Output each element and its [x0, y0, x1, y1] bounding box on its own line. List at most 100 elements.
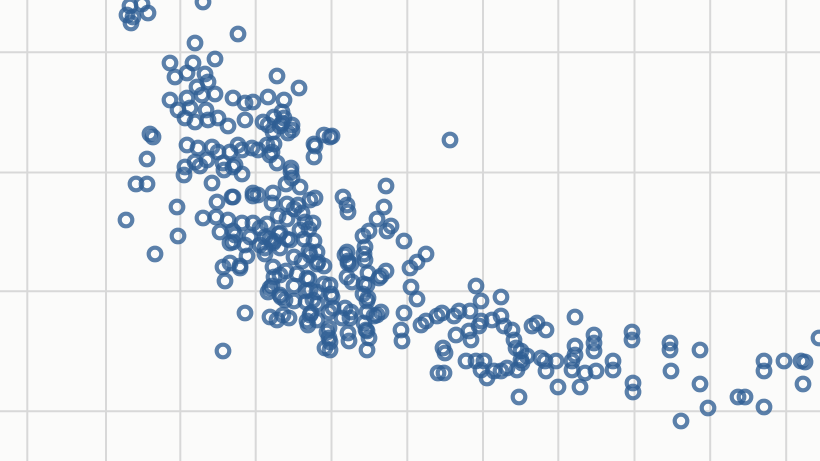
- data-point: [209, 109, 227, 127]
- data-point: [117, 211, 135, 229]
- data-point: [199, 111, 217, 129]
- data-point: [563, 352, 581, 370]
- data-point: [340, 332, 358, 350]
- data-point: [161, 54, 179, 72]
- data-point: [169, 227, 187, 245]
- data-point: [662, 362, 680, 380]
- data-point: [221, 143, 239, 161]
- data-point: [216, 272, 234, 290]
- data-point: [355, 314, 373, 332]
- data-point: [492, 288, 510, 306]
- data-point: [321, 333, 339, 351]
- data-point: [269, 207, 287, 225]
- data-point: [320, 303, 338, 321]
- data-point: [571, 378, 589, 396]
- data-point: [417, 245, 435, 263]
- data-point: [305, 148, 323, 166]
- data-point: [604, 361, 622, 379]
- data-point: [736, 388, 754, 406]
- data-point: [186, 34, 204, 52]
- data-point: [462, 331, 480, 349]
- data-point: [604, 352, 622, 370]
- data-point: [498, 359, 516, 377]
- data-point: [794, 375, 812, 393]
- data-point: [755, 352, 773, 370]
- data-point: [290, 79, 308, 97]
- data-point: [729, 388, 747, 406]
- data-point: [178, 64, 196, 82]
- data-point: [503, 321, 521, 339]
- data-point: [395, 304, 413, 322]
- data-point: [271, 266, 289, 284]
- data-point: [370, 269, 388, 287]
- data-point: [197, 101, 215, 119]
- data-point: [321, 128, 339, 146]
- data-point: [249, 186, 267, 204]
- data-point: [203, 174, 221, 192]
- data-point: [461, 302, 479, 320]
- data-point: [623, 331, 641, 349]
- data-point: [549, 378, 567, 396]
- data-point: [339, 203, 357, 221]
- data-point: [436, 344, 454, 362]
- data-point: [223, 188, 241, 206]
- data-point: [587, 362, 605, 380]
- data-point: [219, 117, 237, 135]
- data-point: [699, 399, 717, 417]
- data-point: [264, 184, 282, 202]
- data-point: [301, 306, 319, 324]
- data-point: [566, 337, 584, 355]
- data-point: [236, 111, 254, 129]
- data-point: [475, 352, 493, 370]
- data-point: [395, 232, 413, 250]
- data-point: [505, 331, 523, 349]
- data-point: [755, 398, 773, 416]
- data-point: [208, 193, 226, 211]
- data-point: [138, 150, 156, 168]
- data-point: [194, 209, 212, 227]
- data-point: [215, 161, 233, 179]
- data-point: [393, 332, 411, 350]
- data-point: [375, 198, 393, 216]
- data-point: [282, 163, 300, 181]
- data-point: [547, 352, 565, 370]
- data-point: [194, 0, 212, 11]
- data-point: [214, 342, 232, 360]
- data-point: [122, 14, 140, 32]
- data-point: [265, 135, 283, 153]
- data-point: [775, 352, 793, 370]
- data-point: [244, 93, 262, 111]
- data-point: [338, 268, 356, 286]
- data-point: [457, 352, 475, 370]
- data-point: [236, 94, 254, 112]
- data-point: [263, 194, 281, 212]
- data-point: [271, 239, 289, 257]
- data-point: [377, 177, 395, 195]
- data-point: [624, 374, 642, 392]
- data-point: [585, 326, 603, 344]
- data-point: [810, 329, 820, 347]
- data-point: [661, 341, 679, 359]
- data-point: [161, 91, 179, 109]
- data-point: [278, 210, 296, 228]
- data-point: [537, 362, 555, 380]
- data-point: [196, 65, 214, 83]
- data-point: [368, 210, 386, 228]
- data-point: [435, 364, 453, 382]
- data-point: [755, 362, 773, 380]
- data-point: [236, 304, 254, 322]
- data-point: [138, 175, 156, 193]
- data-point: [691, 375, 709, 393]
- data-point: [472, 292, 490, 310]
- data-point: [221, 254, 239, 272]
- data-point: [221, 234, 239, 252]
- data-point: [168, 198, 186, 216]
- data-point: [691, 341, 709, 359]
- data-point: [229, 25, 247, 43]
- data-point: [467, 277, 485, 295]
- data-point: [470, 317, 488, 335]
- data-point: [441, 131, 459, 149]
